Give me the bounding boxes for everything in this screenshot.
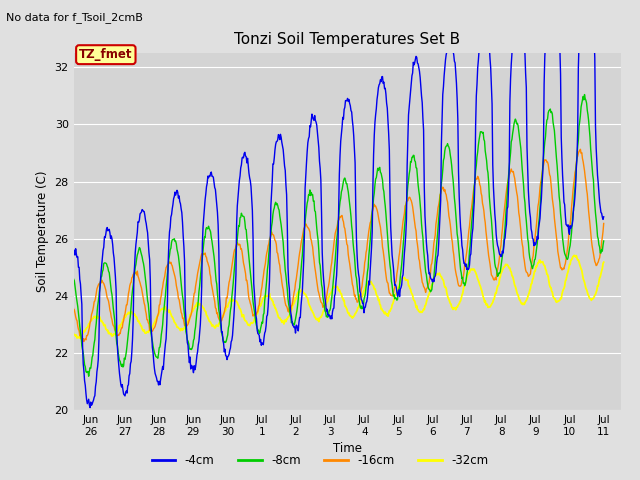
Text: No data for f_Tsoil_2cmB: No data for f_Tsoil_2cmB xyxy=(6,12,143,23)
Y-axis label: Soil Temperature (C): Soil Temperature (C) xyxy=(36,171,49,292)
Text: TZ_fmet: TZ_fmet xyxy=(79,48,132,61)
Title: Tonzi Soil Temperatures Set B: Tonzi Soil Temperatures Set B xyxy=(234,33,460,48)
X-axis label: Time: Time xyxy=(333,443,362,456)
Legend: -4cm, -8cm, -16cm, -32cm: -4cm, -8cm, -16cm, -32cm xyxy=(147,449,493,472)
